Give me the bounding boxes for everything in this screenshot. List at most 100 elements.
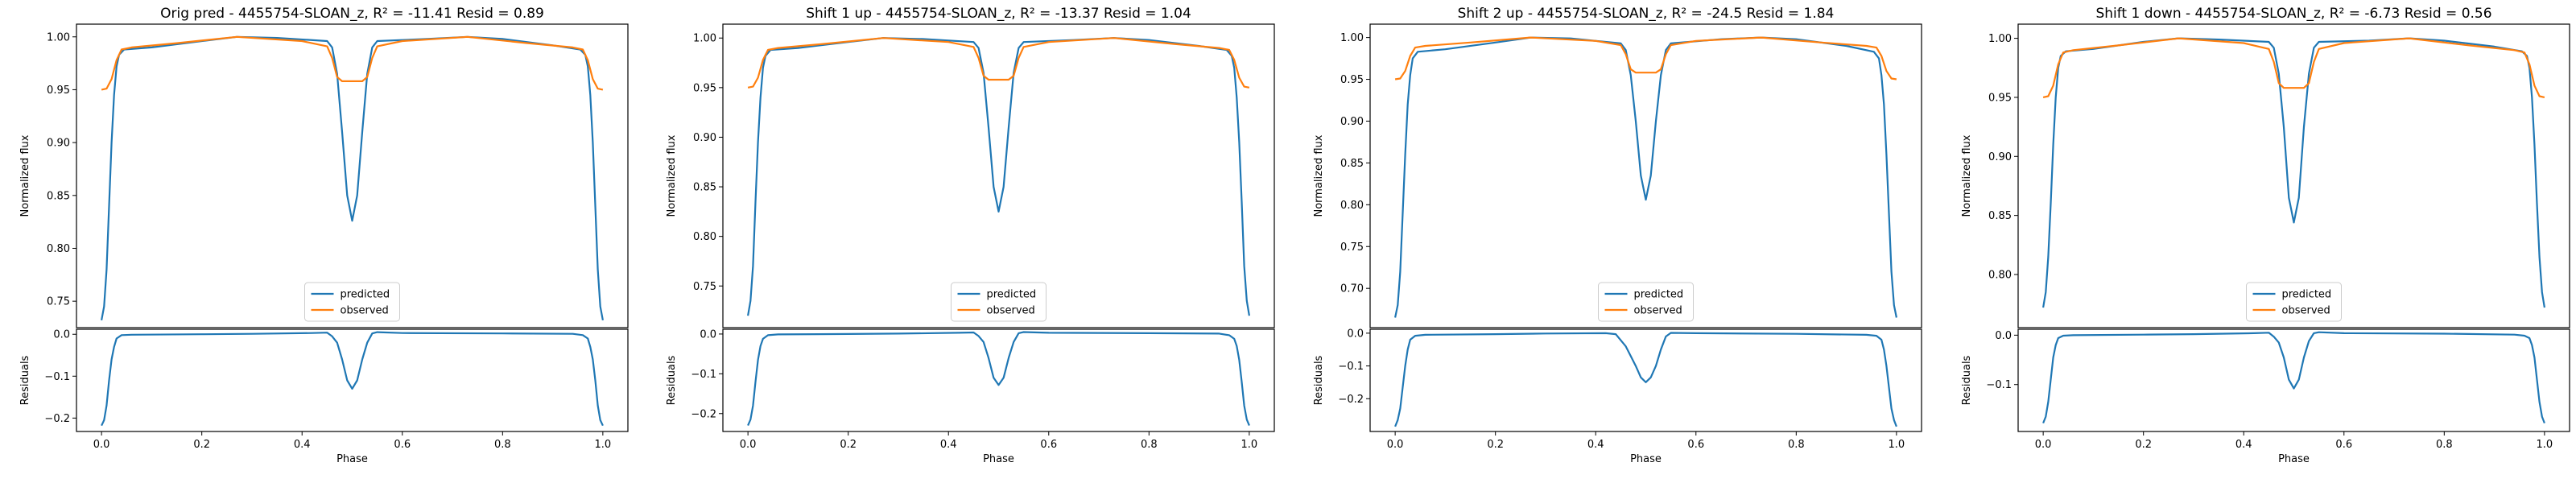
chart-title: Shift 1 down - 4455754-SLOAN_z, R² = -6.… <box>2095 6 2491 22</box>
y-tick-label: 0.75 <box>693 281 716 293</box>
legend-box <box>304 282 400 322</box>
y-axis-label: Normalized flux <box>1961 134 1973 217</box>
y-axis-label: Residuals <box>666 355 678 405</box>
y-tick-label: 0.85 <box>1988 210 2012 222</box>
y-axis-label: Residuals <box>1961 355 1973 405</box>
legend-box <box>951 282 1046 322</box>
y-tick-label: 1.00 <box>1340 32 1364 44</box>
y-tick-label: −0.1 <box>1338 361 1364 373</box>
top-axes-frame <box>2017 23 2570 328</box>
legend-label-observed: observed <box>2282 305 2330 317</box>
x-tick-label: 0.6 <box>394 439 411 451</box>
bottom-axes-frame <box>1369 328 1922 432</box>
y-tick-label: 0.95 <box>1340 74 1364 86</box>
x-tick-label: 1.0 <box>1241 439 1258 451</box>
x-tick-label: 0.4 <box>940 439 957 451</box>
legend-label-predicted: predicted <box>987 289 1037 301</box>
y-tick-label: 0.90 <box>1988 151 2012 163</box>
x-tick-label: 0.2 <box>1487 439 1504 451</box>
x-tick-label: 1.0 <box>1889 439 1905 451</box>
legend: predicted observed <box>951 282 1046 322</box>
bottom-axes: 0.0 −0.1 −0.2 Residuals <box>19 328 629 432</box>
legend-label-predicted: predicted <box>1634 289 1684 301</box>
x-tick-label: 0.2 <box>2135 439 2152 451</box>
x-tick-label: 1.0 <box>595 439 612 451</box>
y-tick-label: 0.80 <box>1988 269 2012 281</box>
y-tick-label: 0.85 <box>693 182 716 194</box>
y-tick-label: −0.1 <box>44 371 70 383</box>
legend: predicted observed <box>304 282 400 322</box>
x-tick-label: 0.0 <box>93 439 110 451</box>
y-tick-label: 0.0 <box>700 328 716 341</box>
predicted-line <box>2042 37 2545 308</box>
top-axes-frame <box>1369 23 1922 328</box>
y-axis-label: Normalized flux <box>1313 134 1325 217</box>
chart-panel-2: Shift 1 up - 4455754-SLOAN_z, R² = -13.3… <box>666 6 1275 465</box>
y-tick-label: 0.0 <box>1995 330 2012 342</box>
x-tick-label: 0.0 <box>740 439 757 451</box>
y-tick-label: −0.2 <box>691 408 716 420</box>
y-tick-label: 0.0 <box>53 329 70 341</box>
bottom-axes: 0.0 −0.1 −0.2 Residuals <box>666 328 1275 432</box>
y-tick-label: 0.70 <box>1340 283 1364 295</box>
x-tick-label: 0.0 <box>1387 439 1404 451</box>
predicted-line <box>1394 36 1897 318</box>
x-axis-label: Phase <box>2278 453 2310 465</box>
x-tick-label: 0.2 <box>193 439 210 451</box>
y-tick-label: 0.75 <box>1340 242 1364 254</box>
residual-line <box>1394 332 1897 427</box>
y-tick-label: 0.95 <box>693 82 716 94</box>
y-tick-label: 0.80 <box>47 243 70 255</box>
y-tick-label: 0.85 <box>1340 158 1364 170</box>
x-tick-label: 0.2 <box>840 439 857 451</box>
top-axes: 0.75 0.80 0.85 0.90 0.95 1.00 Normalized flux <box>19 23 629 328</box>
bottom-axes-frame <box>76 328 629 432</box>
y-tick-label: 0.90 <box>1340 116 1364 128</box>
top-axes: 0.75 0.80 0.85 0.90 0.95 1.00 Normalized flux <box>666 23 1275 328</box>
residual-line <box>747 331 1250 427</box>
chart-panel-3: Shift 2 up - 4455754-SLOAN_z, R² = -24.5… <box>1313 6 1922 465</box>
x-tick-label: 0.8 <box>1141 439 1158 451</box>
legend-label-observed: observed <box>341 305 389 317</box>
y-tick-label: 0.90 <box>47 138 70 150</box>
residual-line <box>2042 331 2545 424</box>
x-axis-label: Phase <box>336 453 368 465</box>
x-tick-label: 0.6 <box>1040 439 1057 451</box>
legend: predicted observed <box>2246 282 2342 322</box>
y-tick-label: 0.80 <box>1340 200 1364 212</box>
top-axes-frame <box>76 23 629 328</box>
top-axes: 0.70 0.75 0.80 0.85 0.90 0.95 1.00 Normalized f… <box>1313 23 1922 328</box>
y-tick-label: 0.0 <box>1347 328 1364 340</box>
x-tick-label: 0.4 <box>1587 439 1604 451</box>
y-tick-label: 0.95 <box>47 85 70 97</box>
y-axis-label: Normalized flux <box>19 134 31 217</box>
legend-label-predicted: predicted <box>2282 289 2332 301</box>
y-tick-label: 0.75 <box>47 296 70 308</box>
bottom-axes: 0.0 −0.1 Residuals <box>1961 328 2570 432</box>
observed-line <box>101 35 604 91</box>
top-axes-frame <box>722 23 1275 328</box>
x-tick-label: 0.0 <box>2035 439 2052 451</box>
chart-title: Orig pred - 4455754-SLOAN_z, R² = -11.41… <box>160 6 544 22</box>
residual-line <box>101 331 604 427</box>
predicted-line <box>747 37 1250 316</box>
y-tick-label: −0.2 <box>44 413 70 425</box>
y-tick-label: −0.2 <box>1338 394 1364 406</box>
y-axis-label: Residuals <box>19 355 31 405</box>
x-tick-label: 0.6 <box>2335 439 2352 451</box>
x-tick-label: 0.6 <box>1687 439 1704 451</box>
y-axis-label: Normalized flux <box>666 134 678 217</box>
chart-panel-4: Shift 1 down - 4455754-SLOAN_z, R² = -6.… <box>1961 6 2570 465</box>
legend-label-observed: observed <box>987 305 1035 317</box>
y-tick-label: 1.00 <box>693 33 716 45</box>
y-tick-label: 0.85 <box>47 190 70 202</box>
x-tick-label: 1.0 <box>2537 439 2553 451</box>
x-tick-label: 0.8 <box>2436 439 2453 451</box>
y-tick-label: 1.00 <box>47 31 70 43</box>
x-axis-label: Phase <box>1630 453 1662 465</box>
x-tick-label: 0.8 <box>1788 439 1805 451</box>
legend-label-predicted: predicted <box>341 289 390 301</box>
x-tick-label: 0.4 <box>294 439 311 451</box>
legend-label-observed: observed <box>1634 305 1682 317</box>
bottom-axes: 0.0 −0.1 −0.2 Residuals <box>1313 328 1922 432</box>
